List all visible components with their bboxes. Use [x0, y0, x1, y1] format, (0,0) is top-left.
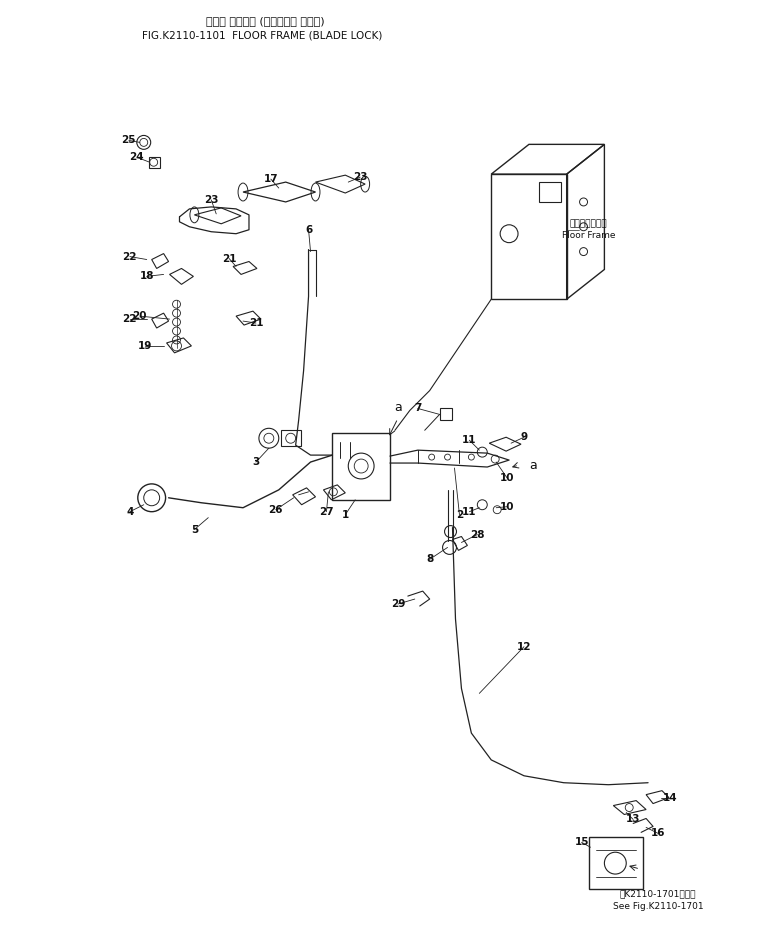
Text: 23: 23	[204, 195, 218, 205]
Text: 15: 15	[574, 838, 589, 847]
Text: 8: 8	[426, 554, 433, 564]
Text: 17: 17	[264, 174, 278, 184]
Text: 22: 22	[122, 314, 137, 324]
Text: 28: 28	[470, 530, 484, 540]
Text: 20: 20	[132, 311, 147, 321]
Text: 9: 9	[521, 432, 528, 442]
Text: 10: 10	[500, 473, 514, 483]
Text: See Fig.K2110-1701: See Fig.K2110-1701	[613, 902, 704, 912]
Text: 23: 23	[353, 172, 368, 182]
Text: 3: 3	[252, 457, 260, 467]
Text: 22: 22	[122, 252, 137, 262]
Text: 19: 19	[138, 341, 152, 351]
Text: 第K2110-1701図参照: 第K2110-1701図参照	[620, 889, 696, 899]
Text: 24: 24	[129, 152, 144, 162]
Text: フロアフレーム: フロアフレーム	[570, 220, 608, 228]
Text: 25: 25	[122, 135, 136, 146]
Text: 7: 7	[414, 404, 421, 413]
Text: a: a	[529, 458, 537, 471]
Text: 18: 18	[139, 271, 154, 282]
Text: 4: 4	[126, 507, 134, 516]
Text: 14: 14	[663, 793, 677, 803]
Text: 10: 10	[500, 501, 514, 512]
Text: 6: 6	[305, 224, 312, 235]
Text: 21: 21	[248, 318, 263, 328]
Text: 26: 26	[268, 504, 283, 515]
Text: 29: 29	[391, 599, 405, 609]
Circle shape	[144, 490, 160, 506]
Text: FIG.K2110-1101  FLOOR FRAME (BLADE LOCK): FIG.K2110-1101 FLOOR FRAME (BLADE LOCK)	[141, 30, 382, 40]
Text: 16: 16	[651, 828, 665, 839]
Text: Floor Frame: Floor Frame	[562, 231, 615, 240]
Text: 13: 13	[626, 814, 641, 824]
Text: 2: 2	[456, 510, 463, 519]
Text: 12: 12	[517, 641, 531, 652]
Text: 5: 5	[191, 525, 198, 534]
Text: 27: 27	[319, 507, 334, 516]
Text: a: a	[394, 401, 401, 414]
Text: 11: 11	[462, 435, 477, 445]
Text: 1: 1	[341, 510, 349, 519]
Text: 21: 21	[222, 254, 236, 264]
Text: フロア フレーム (ブレード・ ロック): フロア フレーム (ブレード・ ロック)	[206, 16, 325, 26]
Text: 11: 11	[462, 507, 477, 516]
